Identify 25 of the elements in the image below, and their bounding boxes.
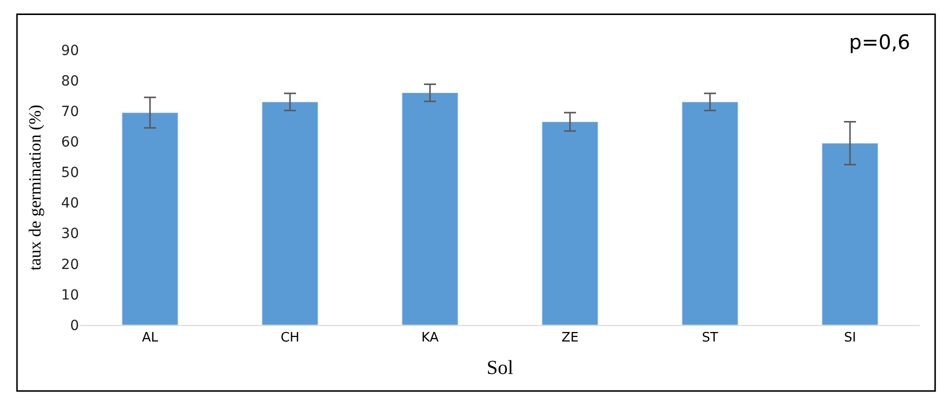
y-tick-label: 70	[61, 104, 79, 120]
bar	[682, 102, 738, 325]
y-tick-label: 10	[61, 287, 79, 304]
x-axis-title: Sol	[486, 357, 514, 380]
bar	[402, 92, 458, 325]
y-tick-label: 60	[61, 134, 79, 151]
y-tick-label: 30	[61, 226, 79, 242]
annotation: p=0,6	[849, 30, 910, 54]
x-tick-label: ST	[702, 330, 718, 346]
y-tick-label: 40	[61, 196, 79, 212]
x-tick-label: AL	[142, 330, 159, 346]
x-tick-label: CH	[280, 330, 300, 346]
y-tick-label: 20	[61, 256, 79, 273]
y-tick-label: 50	[61, 165, 79, 182]
bar	[542, 122, 598, 325]
y-tick-label: 0	[70, 318, 79, 334]
bar	[822, 142, 878, 325]
bar	[262, 102, 318, 325]
x-tick-label: ZE	[561, 330, 579, 346]
x-tick-label: SI	[844, 330, 856, 346]
y-axis-title: taux de germination (%)	[26, 104, 45, 270]
x-tick-label: KA	[421, 330, 439, 346]
bar	[122, 112, 178, 325]
y-tick-label: 90	[61, 42, 79, 59]
y-tick-label: 80	[61, 73, 79, 90]
